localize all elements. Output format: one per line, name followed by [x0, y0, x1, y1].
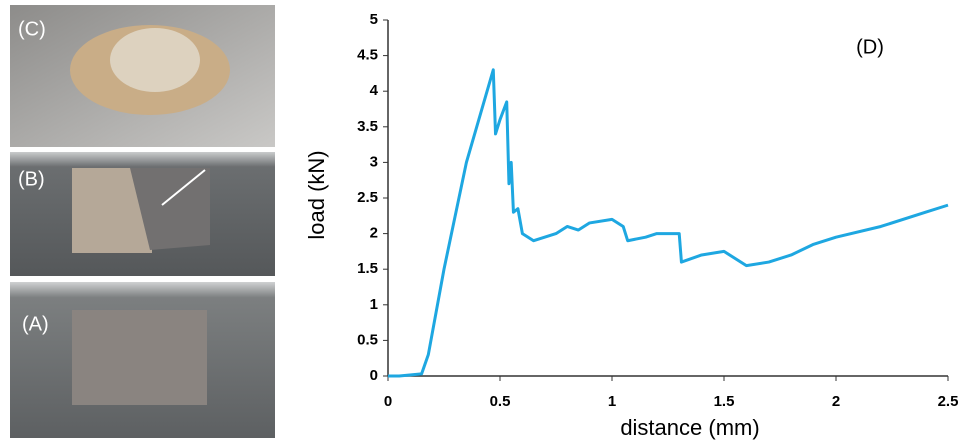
y-tick-label: 3.5 — [357, 118, 378, 135]
y-tick-label: 4 — [370, 82, 379, 99]
y-axis-title: load (kN) — [304, 150, 329, 239]
x-tick-label: 0 — [384, 393, 392, 410]
y-tick-label: 5 — [370, 11, 378, 28]
y-tick-label: 4.5 — [357, 47, 378, 64]
x-tick-label: 1 — [608, 393, 616, 410]
x-tick-label: 2.5 — [938, 393, 959, 410]
photo-c — [10, 5, 275, 147]
x-tick-label: 2 — [832, 393, 840, 410]
y-tick-label: 2.5 — [357, 189, 378, 206]
photo-b — [10, 152, 275, 276]
panel-label: (B) — [18, 168, 45, 190]
data-line — [388, 68, 949, 378]
y-tick-label: 1 — [370, 296, 378, 313]
x-tick-label: 1.5 — [714, 393, 735, 410]
y-tick-label: 3 — [370, 153, 378, 170]
x-axis-title: distance (mm) — [620, 415, 759, 440]
chart-title: (D) — [856, 36, 884, 58]
y-tick-label: 0.5 — [357, 331, 378, 348]
y-tick-label: 1.5 — [357, 260, 378, 277]
panel-label: (C) — [18, 18, 46, 40]
x-tick-label: 0.5 — [490, 393, 511, 410]
photo-a — [10, 282, 275, 438]
y-tick-label: 0 — [370, 367, 378, 384]
panel-label: (A) — [22, 313, 49, 335]
y-tick-label: 2 — [370, 225, 378, 242]
